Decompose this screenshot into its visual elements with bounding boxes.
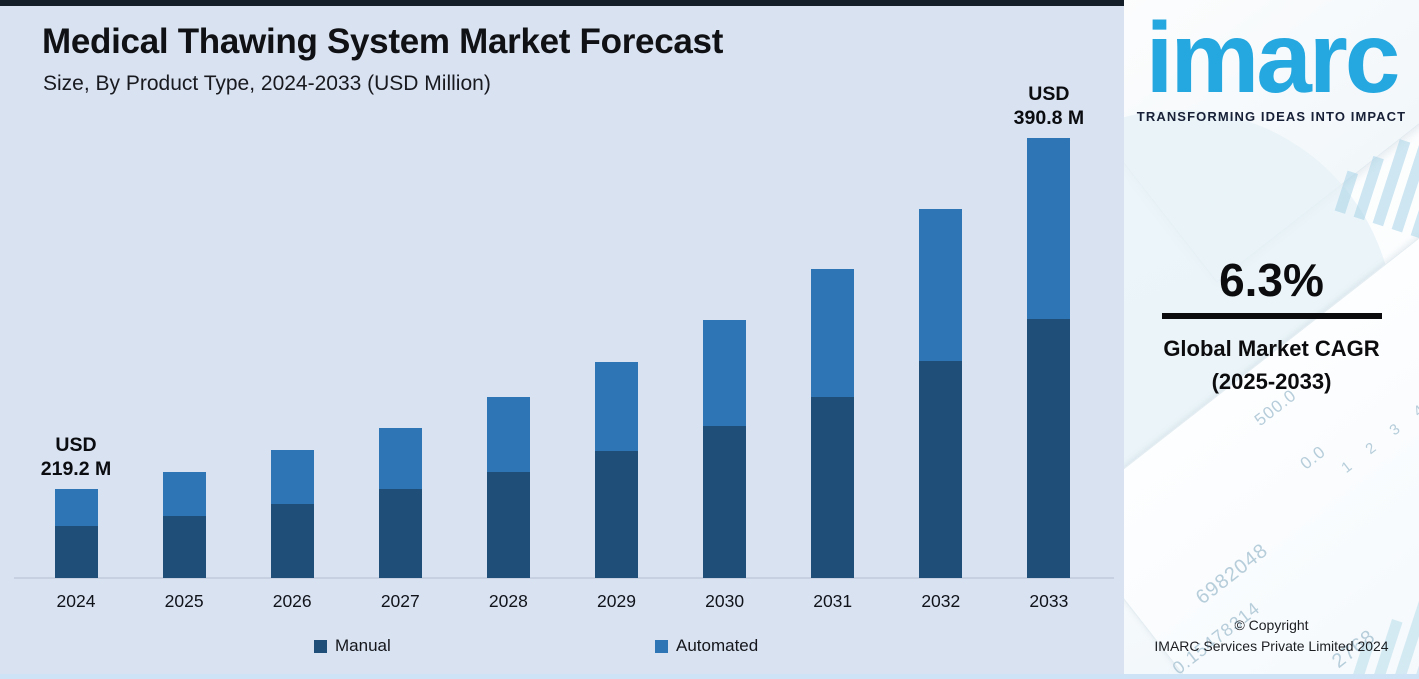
copyright-notice: © Copyright IMARC Services Private Limit… [1124, 615, 1419, 657]
bar-segment-automated-2033 [1027, 138, 1071, 319]
bar-segment-manual-2024 [54, 526, 98, 578]
bar-segment-manual-2028 [486, 472, 530, 578]
legend-item-automated: Automated [655, 636, 758, 656]
bar-segment-manual-2029 [595, 451, 638, 578]
x-tick-2029: 2029 [597, 591, 636, 611]
bar-segment-automated-2028 [486, 397, 530, 472]
branding-side-panel: 500.0 0.0 1 2 3 4 6982048 0.15478314 276… [1124, 0, 1419, 679]
x-tick-2027: 2027 [380, 591, 420, 611]
bar-segment-manual-2025 [162, 516, 206, 578]
bar-segment-automated-2030 [703, 320, 747, 426]
bar-segment-automated-2029 [595, 362, 638, 451]
watermark-number: 6982048 [1191, 539, 1273, 609]
x-tick-2033: 2033 [1029, 591, 1069, 611]
value-label-2024: USD 219.2 M [40, 434, 112, 480]
imarc-logo-wordmark: imarc [1145, 2, 1401, 114]
bar-segment-automated-2025 [162, 472, 206, 516]
bar-segment-automated-2031 [811, 269, 855, 397]
bar-2026 [270, 450, 314, 578]
chart-subtitle: Size, By Product Type, 2024-2033 (USD Mi… [43, 72, 491, 95]
top-edge-strip [0, 0, 1124, 6]
x-tick-2026: 2026 [272, 591, 312, 611]
chart-area: Medical Thawing System Market Forecast S… [14, 22, 1114, 656]
cagr-underline [1161, 312, 1382, 319]
copyright-line2: IMARC Services Private Limited 2024 [1154, 638, 1389, 654]
legend-label-manual: Manual [335, 636, 391, 655]
bar-2024 [54, 489, 98, 578]
cagr-label-line1: Global Market CAGR [1163, 335, 1380, 361]
value-label-2033: USD 390.8 M [1013, 83, 1085, 129]
x-axis-line [14, 577, 1114, 579]
bar-2033 [1027, 138, 1071, 578]
bar-segment-manual-2027 [378, 489, 422, 578]
bar-segment-automated-2026 [270, 450, 314, 504]
bar-segment-automated-2024 [54, 489, 98, 526]
bar-segment-automated-2032 [919, 209, 963, 361]
x-tick-2024: 2024 [56, 591, 96, 611]
chart-title: Medical Thawing System Market Forecast [42, 22, 724, 61]
bar-segment-manual-2033 [1027, 319, 1071, 578]
legend-item-manual: Manual [314, 636, 391, 656]
watermark-number: 0.0 [1296, 441, 1330, 474]
cagr-label-line2: (2025-2033) [1211, 368, 1332, 394]
bar-2028 [486, 397, 530, 578]
imarc-logo-tagline: TRANSFORMING IDEAS INTO IMPACT [1136, 109, 1407, 124]
bar-segment-manual-2032 [919, 361, 963, 578]
bar-segment-manual-2026 [270, 504, 314, 578]
bottom-edge-strip [0, 674, 1419, 679]
legend-label-automated: Automated [676, 636, 759, 655]
bar-2025 [162, 472, 206, 578]
manual-legend-swatch-icon [314, 639, 327, 653]
bar-2029 [595, 362, 638, 578]
bar-2030 [703, 320, 747, 578]
stacked-bar-plot: 2024 2025 2026 2027 2028 2029 2030 2031 2032 2033… [14, 83, 1114, 611]
x-tick-2031: 2031 [813, 591, 853, 611]
x-tick-2030: 2030 [705, 591, 745, 611]
bar-2031 [811, 269, 855, 578]
bar-2027 [378, 428, 422, 578]
bar-segment-automated-2027 [378, 428, 422, 489]
watermark-number: 1 2 3 4 [1338, 396, 1419, 477]
cagr-block: 6.3% Global Market CAGR (2025-2033) [1124, 254, 1419, 398]
x-tick-2032: 2032 [921, 591, 961, 611]
bar-2032 [919, 209, 963, 578]
x-tick-2028: 2028 [488, 591, 528, 611]
bar-segment-manual-2030 [703, 426, 747, 578]
cagr-value: 6.3% [1219, 254, 1324, 306]
bar-segment-manual-2031 [811, 397, 855, 578]
copyright-line1: © Copyright [1234, 617, 1309, 633]
imarc-logo: imarc TRANSFORMING IDEAS INTO IMPACT [1124, 2, 1419, 124]
x-tick-2025: 2025 [164, 591, 204, 611]
automated-legend-swatch-icon [655, 639, 668, 653]
